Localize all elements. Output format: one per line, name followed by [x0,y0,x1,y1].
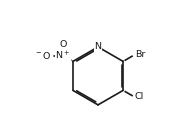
Text: Cl: Cl [134,92,144,101]
Text: $^-$O: $^-$O [34,50,52,61]
Text: Br: Br [135,50,145,59]
Text: N: N [94,42,102,51]
Text: N$^+$: N$^+$ [55,50,71,62]
Text: O: O [59,40,67,49]
